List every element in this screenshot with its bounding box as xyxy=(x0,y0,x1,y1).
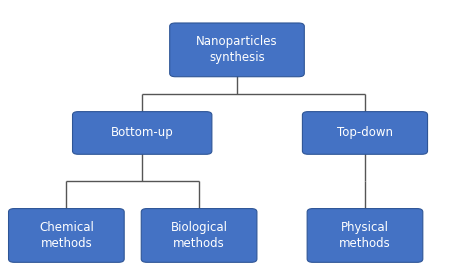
Text: Top-down: Top-down xyxy=(337,127,393,139)
FancyBboxPatch shape xyxy=(307,209,423,262)
FancyBboxPatch shape xyxy=(302,112,428,154)
Text: Physical
methods: Physical methods xyxy=(339,221,391,250)
Text: Nanoparticles
synthesis: Nanoparticles synthesis xyxy=(196,35,278,64)
Text: Biological
methods: Biological methods xyxy=(171,221,228,250)
FancyBboxPatch shape xyxy=(9,209,124,262)
FancyBboxPatch shape xyxy=(170,23,304,77)
Text: Bottom-up: Bottom-up xyxy=(111,127,173,139)
FancyBboxPatch shape xyxy=(141,209,257,262)
FancyBboxPatch shape xyxy=(73,112,212,154)
Text: Chemical
methods: Chemical methods xyxy=(39,221,94,250)
